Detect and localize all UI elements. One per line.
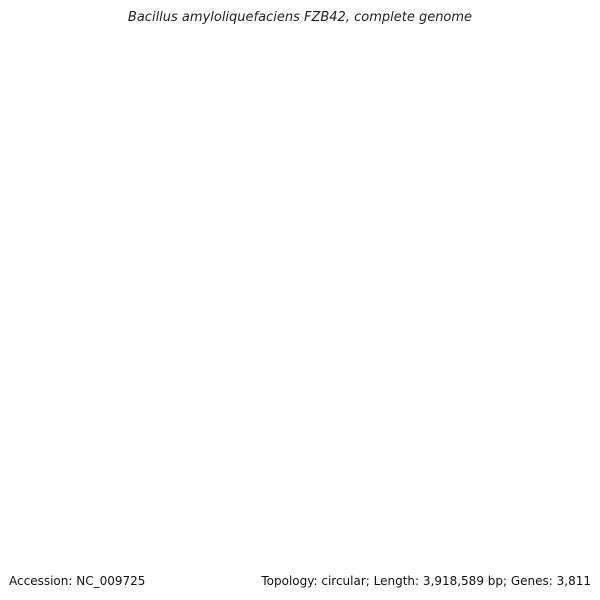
page-title: Bacillus amyloliquefaciens FZB42, comple… [127,10,473,25]
topology-text: Topology: circular; Length: 3,918,589 bp… [261,574,591,588]
accession-text: Accession: NC_009725 [9,574,146,588]
